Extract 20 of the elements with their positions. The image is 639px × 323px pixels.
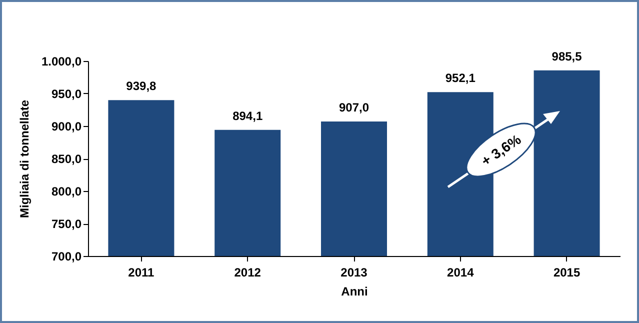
x-tick-label: 2012 <box>234 266 262 280</box>
data-label: 952,1 <box>445 71 476 86</box>
x-tick-label: 2011 <box>128 266 155 280</box>
x-tick-label: 2015 <box>553 266 580 280</box>
y-tick-label: 750,0 <box>51 217 82 231</box>
x-axis-title: Anni <box>341 284 368 298</box>
data-label: 939,8 <box>126 79 157 94</box>
y-tick-label: 950,0 <box>51 87 82 101</box>
y-tick-label: 900,0 <box>51 120 82 134</box>
x-tick-label: 2013 <box>340 266 368 280</box>
y-tick-label: 1.000,0 <box>41 54 82 68</box>
y-tick-label: 800,0 <box>51 184 82 198</box>
data-label: 907,0 <box>338 100 370 114</box>
x-tick-label: 2014 <box>447 266 474 280</box>
data-label: 894,1 <box>232 108 263 123</box>
y-tick-label: 850,0 <box>51 152 82 166</box>
y-tick-label: 700,0 <box>51 250 82 264</box>
y-axis-title: Migliaia di tonnellate <box>17 100 32 218</box>
annotation: + 3,6% <box>478 130 524 169</box>
data-label: 985,5 <box>552 49 582 64</box>
